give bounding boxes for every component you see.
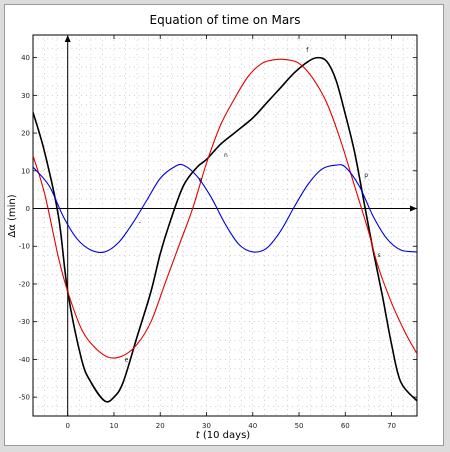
y-tick-label: 20 [21, 130, 30, 138]
y-axis-arrow [64, 35, 71, 42]
point-annotation: e [125, 356, 129, 363]
annotations: f n p a - s e [125, 47, 381, 363]
plot-area [32, 34, 418, 417]
y-tick-label: -20 [19, 280, 30, 288]
x-tick-label: 10 [110, 422, 119, 430]
point-annotation: - [139, 219, 141, 226]
x-tick-label: 50 [295, 422, 304, 430]
x-tick-label: 60 [341, 422, 350, 430]
y-tick-label: -40 [19, 356, 30, 364]
point-annotation: s [377, 252, 380, 259]
y-tick-label: -50 [19, 394, 30, 402]
axes [33, 35, 417, 416]
point-annotation: n [224, 152, 228, 159]
ticks: 0 10 20 30 40 50 60 70 -50 -40 -30 -20 -10 0 10 20 30 40 [19, 35, 417, 430]
x-axis-label: t (10 days) [196, 430, 251, 441]
series-line-blue [33, 163, 417, 254]
x-axis-arrow [410, 205, 417, 212]
x-tick-label: 20 [156, 422, 165, 430]
series-line-red [33, 58, 417, 359]
y-tick-label: 40 [21, 54, 30, 62]
point-annotation: a [199, 176, 203, 183]
x-tick-label: 30 [202, 422, 211, 430]
point-annotation: f [306, 47, 309, 54]
y-axis-label: Δα (min) [7, 194, 18, 237]
x-tick-label: 70 [387, 422, 396, 430]
point-annotation: p [364, 172, 368, 179]
y-tick-label: 10 [21, 167, 30, 175]
x-tick-label: 40 [248, 422, 257, 430]
series-line-black [33, 56, 417, 403]
y-tick-label: -10 [19, 243, 30, 251]
y-tick-label: -30 [19, 318, 30, 326]
series [33, 56, 417, 403]
y-tick-label: 30 [21, 92, 30, 100]
x-tick-label: 0 [65, 422, 69, 430]
chart-title: Equation of time on Mars [150, 13, 301, 27]
y-tick-label: 0 [26, 205, 30, 213]
chart-frame [4, 4, 444, 446]
grid [33, 35, 417, 417]
